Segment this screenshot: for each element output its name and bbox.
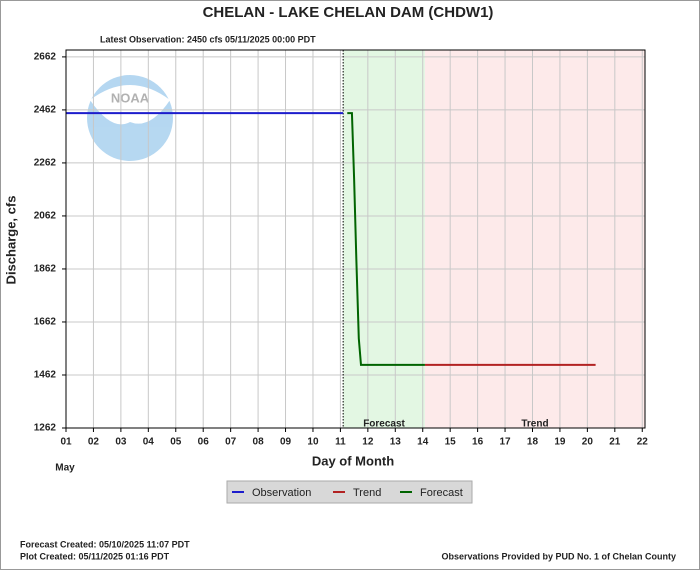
y-tick-label: 1262 <box>34 423 57 434</box>
x-tick-label: 13 <box>390 437 402 448</box>
x-tick-label: 17 <box>499 437 511 448</box>
region-label: Forecast <box>363 419 405 430</box>
y-axis-label: Discharge, cfs <box>3 196 18 285</box>
legend-label: Trend <box>353 487 381 499</box>
x-axis-label: Day of Month <box>312 453 394 468</box>
region-label: Trend <box>521 419 548 430</box>
x-tick-label: 03 <box>115 437 127 448</box>
x-tick-label: 02 <box>88 437 100 448</box>
y-tick-label: 2462 <box>34 105 57 116</box>
y-tick-label: 2062 <box>34 211 57 222</box>
x-tick-label: 20 <box>582 437 594 448</box>
chart-subtitle: Latest Observation: 2450 cfs 05/11/2025 … <box>100 34 316 44</box>
chart-title: CHELAN - LAKE CHELAN DAM (CHDW1) <box>203 4 494 21</box>
logo-gull <box>90 85 170 125</box>
legend-label: Forecast <box>420 487 463 499</box>
logo-text: NOAA <box>111 90 150 105</box>
x-tick-label: 12 <box>362 437 374 448</box>
logo: NOAA <box>87 75 173 161</box>
legend: Observation Trend Forecast <box>232 487 463 499</box>
plot-frame <box>65 49 646 429</box>
x-tick-label: 22 <box>637 437 649 448</box>
x-tick-label: 01 <box>60 437 72 448</box>
forecast-created: Forecast Created: 05/10/2025 11:07 PDT <box>20 539 190 549</box>
y-tick-label: 1462 <box>34 370 57 381</box>
y-tick-label: 2662 <box>34 52 57 63</box>
plot-created: Plot Created: 05/11/2025 01:16 PDT <box>20 551 170 561</box>
y-tick-label: 2262 <box>34 158 57 169</box>
legend-box <box>226 480 473 504</box>
x-tick-label: 21 <box>609 437 621 448</box>
y-tick-label: 1662 <box>34 317 57 328</box>
legend-label: Observation <box>252 487 311 499</box>
x-tick-label: 09 <box>280 437 292 448</box>
plot-background <box>343 50 645 428</box>
x-tick-label: 19 <box>554 437 566 448</box>
x-tick-label: 18 <box>527 437 539 448</box>
logo-circle <box>87 75 173 161</box>
x-tick-label: 10 <box>307 437 319 448</box>
x-tick-label: 16 <box>472 437 484 448</box>
x-tick-label: 07 <box>225 437 237 448</box>
marks <box>66 50 596 428</box>
credit: Observations Provided by PUD No. 1 of Ch… <box>441 551 676 561</box>
x-tick-label: 14 <box>417 437 429 448</box>
x-tick-label: 08 <box>253 437 265 448</box>
series-line <box>347 112 425 366</box>
x-tick-label: 05 <box>170 437 182 448</box>
x-tick-label: 15 <box>445 437 457 448</box>
month-label: May <box>55 463 75 474</box>
x-tick-label: 11 <box>335 437 346 448</box>
y-tick-label: 1862 <box>34 264 57 275</box>
shaded-region <box>424 50 645 428</box>
x-tick-label: 06 <box>198 437 210 448</box>
x-tick-label: 04 <box>143 437 155 448</box>
